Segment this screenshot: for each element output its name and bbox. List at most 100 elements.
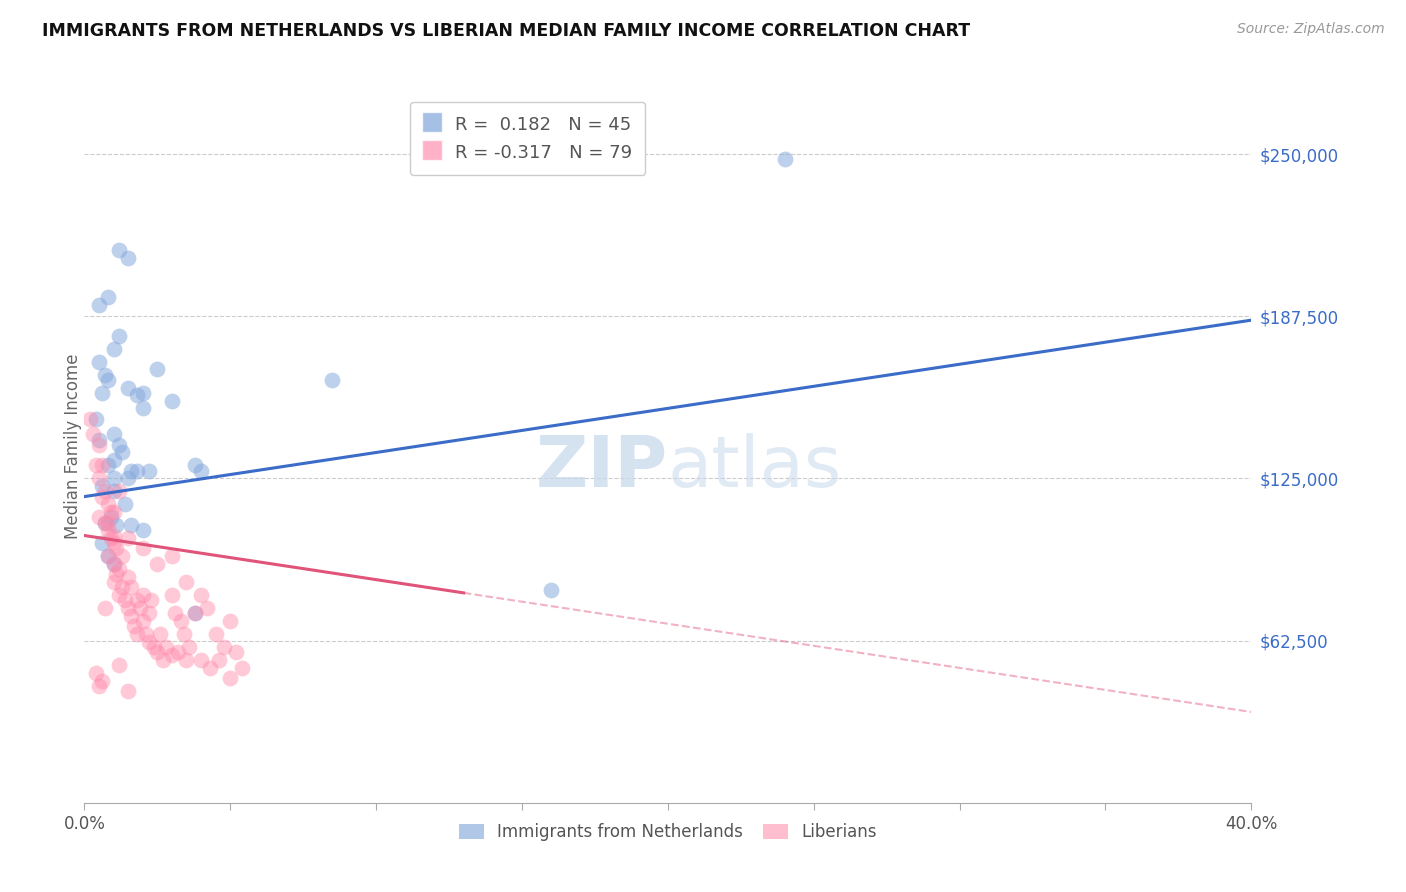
Legend: Immigrants from Netherlands, Liberians: Immigrants from Netherlands, Liberians <box>453 817 883 848</box>
Point <box>94 516 117 530</box>
Point <box>84 411 107 425</box>
Point <box>149 627 172 641</box>
Point <box>108 328 131 343</box>
Point <box>321 373 343 387</box>
Point <box>111 581 134 595</box>
Point <box>84 458 107 473</box>
Point <box>132 614 155 628</box>
Point <box>103 471 125 485</box>
Point <box>160 588 183 602</box>
Point <box>97 516 120 530</box>
Point <box>94 516 117 530</box>
Text: atlas: atlas <box>668 433 842 502</box>
Point <box>152 653 174 667</box>
Point <box>105 541 128 556</box>
Point <box>117 601 139 615</box>
Point <box>143 640 166 654</box>
Point <box>97 497 120 511</box>
Point <box>219 614 242 628</box>
Point <box>146 645 169 659</box>
Point <box>190 464 212 478</box>
Point <box>184 458 207 473</box>
Point <box>184 607 207 621</box>
Point <box>103 484 125 499</box>
Point <box>155 640 177 654</box>
Point <box>122 619 145 633</box>
Point <box>160 549 183 564</box>
Point <box>114 593 136 607</box>
Point <box>97 549 120 564</box>
Point <box>97 290 120 304</box>
Point <box>103 342 125 356</box>
Point <box>94 484 117 499</box>
Point <box>117 531 139 545</box>
Point <box>198 661 221 675</box>
Point <box>120 609 142 624</box>
Point <box>97 373 120 387</box>
Point <box>225 645 247 659</box>
Point <box>100 531 122 545</box>
Point <box>97 524 120 538</box>
Point <box>138 464 160 478</box>
Point <box>117 251 139 265</box>
Point <box>166 645 188 659</box>
Point <box>108 562 131 576</box>
Point <box>160 393 183 408</box>
Point <box>87 471 110 485</box>
Point <box>146 362 169 376</box>
Point <box>90 479 112 493</box>
Point <box>190 653 212 667</box>
Point <box>100 510 122 524</box>
Point <box>97 458 120 473</box>
Point <box>97 549 120 564</box>
Point <box>103 505 125 519</box>
Point <box>141 593 163 607</box>
Point <box>108 438 131 452</box>
Point <box>90 536 112 550</box>
Point <box>132 588 155 602</box>
Point <box>103 575 125 590</box>
Point <box>87 679 110 693</box>
Point <box>190 588 212 602</box>
Point <box>111 445 134 459</box>
Text: Source: ZipAtlas.com: Source: ZipAtlas.com <box>1237 22 1385 37</box>
Point <box>117 381 139 395</box>
Point <box>108 484 131 499</box>
Point <box>114 497 136 511</box>
Text: IMMIGRANTS FROM NETHERLANDS VS LIBERIAN MEDIAN FAMILY INCOME CORRELATION CHART: IMMIGRANTS FROM NETHERLANDS VS LIBERIAN … <box>42 22 970 40</box>
Point <box>103 536 125 550</box>
Point <box>108 588 131 602</box>
Point <box>204 627 226 641</box>
Point <box>132 401 155 416</box>
Point <box>103 557 125 571</box>
Point <box>160 648 183 662</box>
Point <box>117 570 139 584</box>
Point <box>90 490 112 504</box>
Point <box>120 464 142 478</box>
Point <box>90 385 112 400</box>
Point <box>90 458 112 473</box>
Point <box>540 582 562 597</box>
Point <box>111 549 134 564</box>
Point <box>94 368 117 382</box>
Y-axis label: Median Family Income: Median Family Income <box>65 353 82 539</box>
Point <box>184 607 207 621</box>
Point <box>219 671 242 685</box>
Point <box>103 557 125 571</box>
Point <box>103 453 125 467</box>
Point <box>207 653 229 667</box>
Point <box>120 581 142 595</box>
Point <box>87 510 110 524</box>
Point <box>179 640 201 654</box>
Point <box>231 661 253 675</box>
Point <box>125 627 148 641</box>
Point <box>100 505 122 519</box>
Point <box>132 541 155 556</box>
Point <box>176 653 198 667</box>
Point <box>87 354 110 368</box>
Point <box>82 427 104 442</box>
Point <box>195 601 218 615</box>
Point <box>108 243 131 257</box>
Point <box>132 524 155 538</box>
Point <box>87 433 110 447</box>
